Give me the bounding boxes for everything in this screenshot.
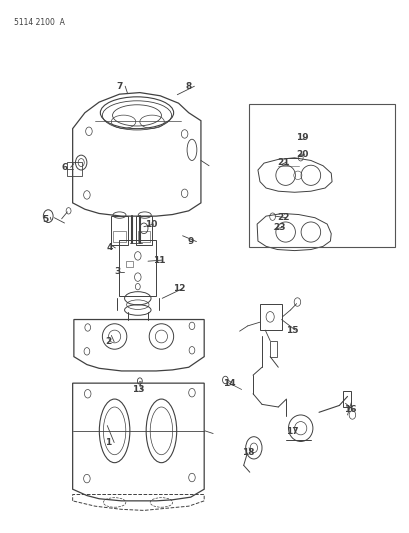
Text: 15: 15 bbox=[286, 326, 298, 335]
Text: 20: 20 bbox=[295, 150, 308, 159]
Text: 5114 2100  A: 5114 2100 A bbox=[13, 18, 64, 27]
Text: 19: 19 bbox=[295, 133, 308, 142]
Text: 18: 18 bbox=[242, 448, 254, 457]
Text: 16: 16 bbox=[344, 405, 356, 414]
Text: 5: 5 bbox=[42, 215, 48, 224]
Text: 6: 6 bbox=[61, 163, 68, 172]
Text: 22: 22 bbox=[277, 213, 289, 222]
Text: 2: 2 bbox=[105, 337, 111, 346]
Text: 23: 23 bbox=[273, 223, 285, 232]
Text: 21: 21 bbox=[277, 158, 289, 166]
Text: 11: 11 bbox=[153, 256, 165, 265]
Text: 7: 7 bbox=[116, 82, 122, 91]
Text: 4: 4 bbox=[106, 244, 112, 253]
Text: 14: 14 bbox=[223, 378, 235, 387]
Text: 13: 13 bbox=[132, 385, 145, 394]
Text: 12: 12 bbox=[173, 284, 185, 293]
Text: 8: 8 bbox=[185, 82, 191, 91]
Text: 3: 3 bbox=[115, 268, 121, 276]
Text: 10: 10 bbox=[144, 220, 157, 229]
Text: 1: 1 bbox=[105, 438, 111, 447]
Text: 9: 9 bbox=[187, 237, 193, 246]
Text: 17: 17 bbox=[286, 427, 298, 437]
